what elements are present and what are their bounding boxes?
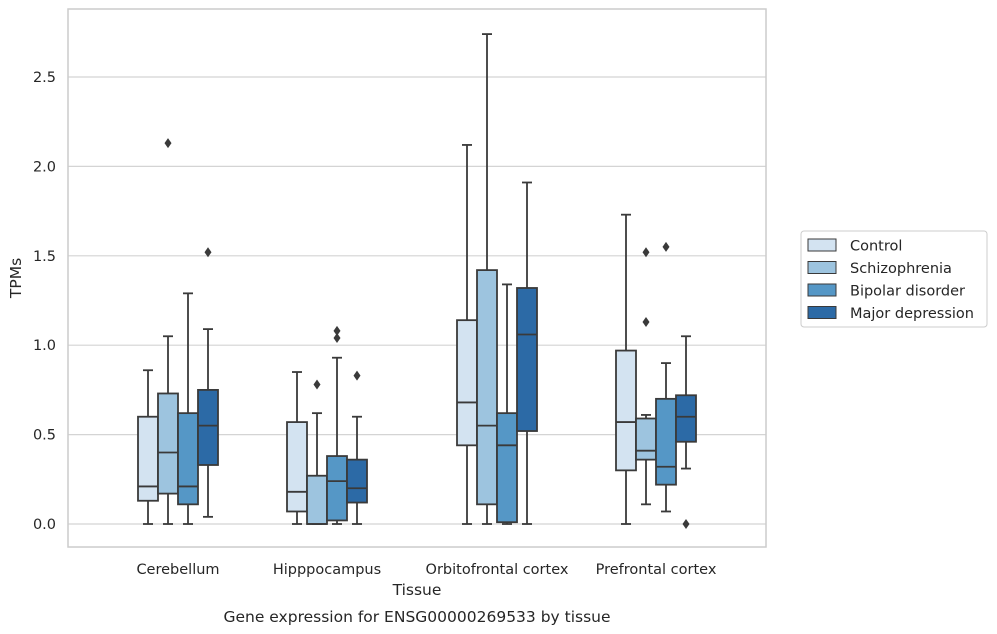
box-control (615, 213, 637, 525)
iqr-box (655, 397, 677, 486)
iqr-box (197, 388, 219, 466)
outlier-point (333, 333, 341, 344)
iqr-box (306, 474, 328, 525)
box-control (137, 369, 159, 525)
plot-frame (67, 8, 767, 548)
outlier-point (164, 138, 172, 149)
iqr-box (137, 415, 159, 502)
outlier-point (642, 247, 650, 258)
legend-swatch (807, 261, 837, 274)
iqr-box (157, 392, 179, 495)
x-tick-label: Cerebellum (136, 562, 219, 578)
chart-caption: Gene expression for ENSG00000269533 by t… (223, 608, 610, 626)
iqr-box (177, 412, 199, 506)
outlier-point (662, 241, 670, 252)
outlier-point (313, 379, 321, 390)
box-schizophrenia (476, 33, 498, 525)
x-tick-label: Hipppocampus (273, 562, 381, 578)
outlier-point (333, 325, 341, 336)
y-tick-label: 2.0 (33, 159, 56, 175)
box-bipolar-disorder (496, 283, 518, 525)
y-tick-label: 0.0 (33, 517, 56, 533)
y-axis-label: TPMs (7, 258, 25, 299)
box-bipolar-disorder (655, 241, 677, 513)
iqr-box (635, 417, 657, 461)
x-tick-label: Prefrontal cortex (596, 562, 717, 578)
iqr-box (675, 394, 697, 443)
box-major-depression (197, 247, 219, 518)
legend-label: Control (850, 239, 902, 255)
box-major-depression (516, 181, 538, 525)
boxes (137, 33, 697, 529)
iqr-box (476, 269, 498, 506)
box-schizophrenia (157, 138, 179, 525)
outlier-point (642, 316, 650, 327)
legend-frame (800, 230, 988, 328)
y-tick-label: 1.0 (33, 338, 56, 354)
box-major-depression (346, 370, 368, 525)
y-tick-label: 0.5 (33, 428, 56, 444)
box-control (456, 144, 478, 525)
iqr-box (346, 458, 368, 504)
box-schizophrenia (635, 247, 657, 506)
outlier-point (682, 519, 690, 529)
box-major-depression (675, 335, 697, 529)
iqr-box (496, 412, 518, 524)
iqr-box (516, 287, 538, 432)
outlier-point (204, 247, 212, 258)
x-tick-labels: Cerebellum Hipppocampus Orbitofrontal cort… (136, 562, 716, 578)
outlier-point (353, 370, 361, 381)
legend-label: Major depression (850, 306, 974, 322)
y-tick-labels: 0.0 0.5 1.0 1.5 2.0 2.5 (33, 70, 56, 533)
legend-swatch (807, 238, 837, 252)
box-bipolar-disorder (326, 325, 348, 525)
iqr-box (326, 455, 348, 522)
x-tick-label: Orbitofrontal cortex (426, 562, 569, 578)
iqr-box (286, 421, 308, 513)
box-bipolar-disorder (177, 292, 199, 525)
iqr-box (456, 319, 478, 447)
legend-swatch (807, 306, 837, 319)
legend-label: Schizophrenia (850, 261, 952, 277)
y-tick-label: 2.5 (33, 70, 56, 86)
box-control (286, 371, 308, 525)
box-schizophrenia (306, 379, 328, 525)
legend-label: Bipolar disorder (850, 284, 965, 300)
legend-swatch (807, 283, 837, 297)
y-tick-label: 1.5 (33, 249, 56, 265)
x-axis-label: Tissue (392, 581, 442, 599)
iqr-box (615, 349, 637, 472)
legend: Control Schizophrenia Bipolar disorder Majo… (800, 230, 988, 328)
